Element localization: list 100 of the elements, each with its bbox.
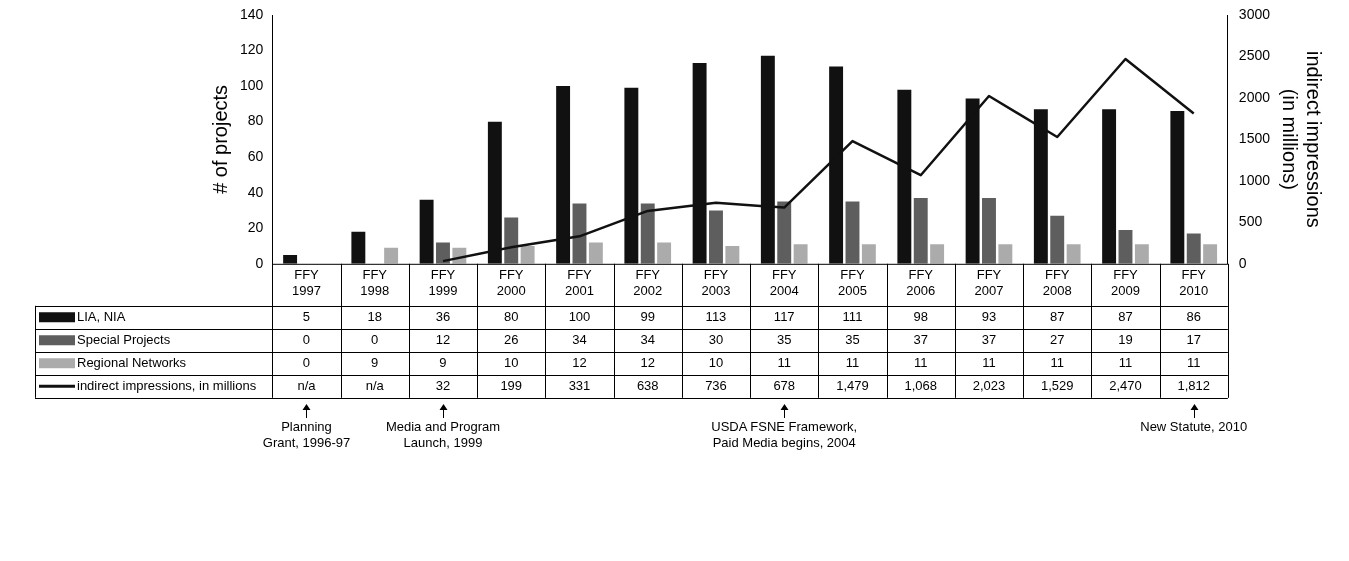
data-label: 17 — [1186, 331, 1201, 347]
data-label: 100 — [568, 308, 591, 324]
text: New Statute, 2010 — [1140, 418, 1248, 434]
text: USDA FSNE Framework, Paid Media begins, 2004 — [711, 418, 858, 450]
data-label: 10 — [504, 354, 519, 370]
data-label: 638 — [636, 377, 659, 393]
legend-label: LIA, NIA — [77, 308, 126, 324]
data-label: 87 — [1050, 308, 1065, 324]
data-label: 12 — [572, 354, 587, 370]
legend-label: Special Projects — [77, 331, 171, 347]
bar — [588, 242, 603, 264]
bar — [1134, 244, 1149, 264]
data-label: 34 — [572, 331, 587, 347]
y-tick-label: 0 — [255, 254, 264, 271]
data-label: 1,812 — [1177, 377, 1210, 393]
data-label: 1,529 — [1040, 377, 1074, 393]
bar — [1118, 230, 1133, 264]
y2-tick-label: 2500 — [1238, 47, 1271, 64]
bar — [709, 210, 723, 264]
bar — [913, 198, 928, 264]
y-axis-title: # of projects — [208, 84, 231, 194]
data-label: 11 — [845, 354, 860, 370]
data-label: 2,023 — [972, 377, 1006, 393]
x-tick-label: FFY 2000 — [496, 267, 526, 298]
data-label: 32 — [435, 377, 451, 393]
data-label: 113 — [705, 308, 727, 324]
data-label: 5 — [302, 308, 311, 324]
bar — [930, 244, 945, 264]
x-tick-label: FFY 2007 — [974, 267, 1004, 298]
bar — [384, 247, 399, 264]
bar — [1170, 110, 1185, 264]
x-tick-label: FFY 1998 — [360, 267, 390, 298]
data-label: 80 — [504, 308, 519, 324]
data-label: 34 — [640, 331, 655, 347]
y2-tick-label: 1000 — [1238, 171, 1271, 188]
bar — [436, 242, 450, 264]
bar — [777, 201, 792, 264]
y-tick-label: 80 — [247, 112, 264, 129]
y-tick-label: 40 — [247, 183, 264, 200]
data-label: 27 — [1050, 331, 1065, 347]
bar — [861, 244, 876, 264]
y-tick-label: 20 — [247, 219, 264, 236]
data-label: 98 — [913, 308, 928, 324]
x-tick-label: FFY 2003 — [701, 267, 731, 298]
data-label: 736 — [705, 377, 727, 393]
data-label: 11 — [1118, 354, 1133, 370]
y-tick-label: 120 — [240, 41, 264, 58]
text: Planning Grant, 1996-97 — [262, 418, 351, 450]
bar — [1050, 215, 1065, 264]
data-label: 86 — [1186, 308, 1201, 324]
x-tick-label: FFY 2006 — [906, 267, 936, 298]
y2-tick-label: 3000 — [1238, 5, 1271, 22]
y2-axis-title: indirect impressions (in millions) — [1279, 51, 1326, 228]
x-tick-label: FFY 2010 — [1179, 267, 1209, 298]
bar — [982, 198, 996, 264]
data-label: 35 — [777, 331, 792, 347]
bar — [725, 246, 740, 264]
data-label: 87 — [1118, 308, 1133, 324]
data-label: 30 — [708, 331, 724, 347]
data-label: 11 — [1186, 354, 1201, 370]
data-label: 0 — [371, 331, 379, 347]
x-tick-label: FFY 2002 — [633, 267, 663, 298]
y-tick-label: 60 — [247, 148, 264, 165]
data-label: 678 — [773, 377, 796, 393]
data-label: 2,470 — [1109, 377, 1142, 393]
data-label: 19 — [1118, 331, 1133, 347]
x-tick-label: FFY 2008 — [1042, 267, 1072, 298]
x-tick-label: FFY 2004 — [769, 267, 799, 298]
data-label: 199 — [500, 377, 523, 393]
data-label: 37 — [981, 331, 997, 347]
data-label: 18 — [367, 308, 382, 324]
y2-tick-label: 2000 — [1238, 88, 1271, 105]
data-label: 12 — [640, 354, 655, 370]
data-label: 111 — [842, 308, 863, 324]
bar — [793, 244, 808, 264]
data-label: 0 — [302, 354, 311, 370]
y-tick-label: 140 — [240, 5, 264, 22]
data-label: 11 — [913, 354, 928, 370]
data-label: 36 — [435, 308, 451, 324]
bar — [351, 231, 366, 264]
x-tick-label: FFY 2005 — [838, 267, 867, 298]
y2-tick-label: 500 — [1238, 213, 1263, 230]
bar — [657, 242, 672, 264]
bar — [504, 217, 519, 264]
data-label: 1,479 — [836, 377, 869, 393]
x-tick-label: FFY 2001 — [565, 267, 594, 298]
text: Media and Program Launch, 1999 — [385, 418, 501, 450]
x-tick-label: FFY 1997 — [292, 267, 321, 298]
data-label: 9 — [371, 354, 379, 370]
bar — [998, 244, 1013, 264]
bar — [845, 201, 860, 264]
y2-tick-label: 0 — [1238, 254, 1247, 271]
bar — [283, 254, 298, 264]
y2-tick-label: 1500 — [1238, 130, 1271, 147]
legend-label: Regional Networks — [77, 354, 187, 370]
bar — [419, 199, 434, 264]
y-tick-label: 100 — [240, 76, 264, 93]
text: n/a — [297, 377, 316, 393]
bar — [1203, 244, 1218, 264]
data-label: 99 — [640, 308, 655, 324]
